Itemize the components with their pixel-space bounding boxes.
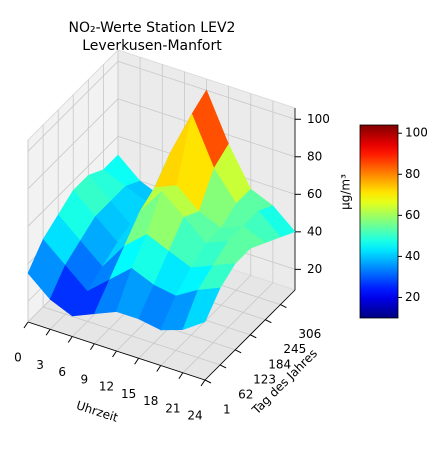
y-tick-label: 123 [253,372,276,386]
x-axis-label: Uhrzeit [75,398,121,425]
colorbar-tick-label: 20 [405,290,420,304]
z-tick-label: 20 [307,262,322,276]
x-tick [112,350,117,358]
x-tick-label: 3 [36,358,44,372]
x-tick-label: 6 [58,365,66,379]
y-tick [280,304,287,309]
x-tick-label: 12 [99,380,114,394]
x-tick [156,365,162,372]
y-tick [234,349,242,354]
chart-subtitle: Leverkusen-Manfort [82,38,222,54]
y-grid-line [42,124,221,366]
y-axis-line [204,289,296,381]
x-tick-label: 21 [165,401,180,415]
x-tick [134,357,140,365]
y-tick-label: 62 [238,387,253,401]
x-tick [200,379,206,387]
x-tick-label: 9 [81,372,89,386]
z-tick-label: 80 [307,149,322,163]
surface-patch [182,287,221,331]
colorbar-tick-label: 60 [405,208,420,222]
y-tick-label: 245 [283,342,306,356]
y-tick-label: 184 [268,357,291,371]
x-tick-label: 0 [14,351,22,365]
x-tick [23,321,29,329]
y-tick-label: 1 [223,403,231,417]
x-tick [45,328,51,336]
x-tick-label: 24 [187,409,202,423]
chart-title: NO₂-Werte Station LEV2 [69,20,236,36]
z-grid-line [27,98,296,190]
colorbar-tick-label: 80 [405,167,420,181]
y-tick [250,334,257,339]
x-tick [89,343,95,351]
y-tick [219,364,227,369]
colorbar [359,124,399,319]
x-axis-line [27,321,206,381]
x-tick [178,372,184,380]
z-axis-label: μg/m³ [339,174,353,210]
y-tick [204,379,212,384]
colorbar-tick-label: 40 [405,249,420,263]
x-tick-label: 18 [143,394,158,408]
z-tick-label: 60 [307,187,322,201]
y-tick-label: 306 [298,327,321,341]
z-grid-line [27,60,296,152]
x-tick [67,336,73,343]
y-tick [265,319,272,324]
x-tick-label: 15 [121,387,136,401]
colorbar-tick-label: 100 [405,126,428,140]
z-tick-label: 100 [307,112,330,126]
z-tick-label: 40 [307,224,322,238]
